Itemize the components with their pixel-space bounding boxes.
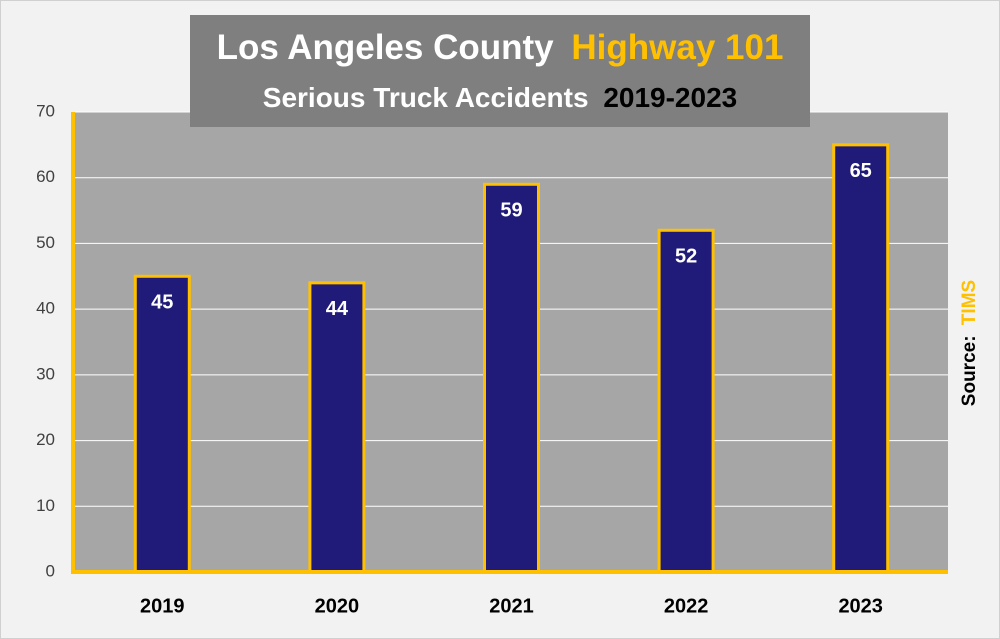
value-label: 45 [151, 292, 173, 314]
x-tick-label: 2020 [315, 595, 360, 617]
x-tick-label: 2023 [838, 595, 883, 617]
chart-subtitle: Serious Truck Accidents 2019-2023 [263, 82, 737, 113]
chart-title: Los Angeles County Highway 101 [217, 28, 784, 67]
bar [483, 182, 540, 574]
bar [133, 274, 191, 574]
value-label: 44 [326, 298, 349, 320]
y-tick-label: 10 [36, 496, 55, 515]
subtitle-years: 2019-2023 [603, 82, 737, 113]
y-tick-label: 20 [36, 430, 55, 449]
x-tick-label: 2021 [489, 595, 534, 617]
title-highlight: Highway 101 [571, 28, 783, 67]
source-label: Source: [959, 335, 980, 406]
x-tick-label: 2022 [664, 595, 709, 617]
x-tick-label: 2019 [140, 595, 185, 617]
y-tick-label: 60 [36, 167, 55, 186]
title-box [190, 15, 810, 127]
value-label: 52 [675, 246, 697, 268]
title-main: Los Angeles County [217, 28, 555, 67]
y-tick-label: 0 [46, 561, 55, 580]
bar [657, 228, 715, 574]
source-name: TIMS [959, 280, 980, 325]
subtitle-main: Serious Truck Accidents [263, 82, 589, 113]
y-tick-label: 30 [36, 364, 55, 383]
source: Source: TIMS [959, 280, 980, 406]
bar [308, 281, 366, 574]
y-tick-label: 40 [36, 299, 55, 318]
bar [832, 143, 890, 574]
value-label: 59 [500, 200, 522, 222]
value-label: 65 [850, 160, 872, 182]
y-tick-label: 50 [36, 233, 55, 252]
y-tick-label: 70 [36, 101, 55, 120]
